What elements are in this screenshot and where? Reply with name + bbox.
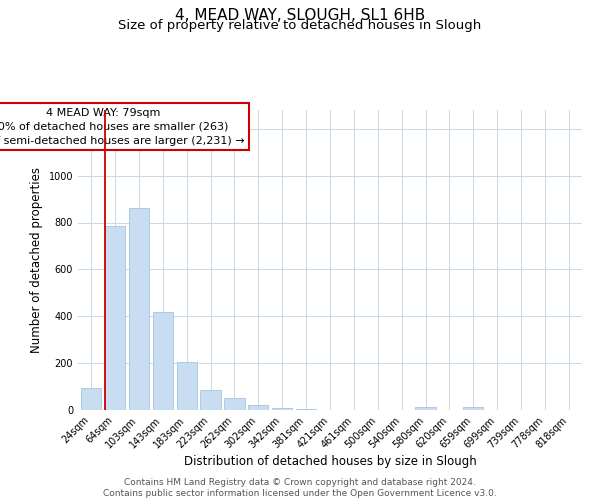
Y-axis label: Number of detached properties: Number of detached properties [30, 167, 43, 353]
Bar [463, 407, 484, 410]
Text: Contains HM Land Registry data © Crown copyright and database right 2024.
Contai: Contains HM Land Registry data © Crown c… [103, 478, 497, 498]
Bar [152, 312, 173, 410]
Text: 4 MEAD WAY: 79sqm
← 10% of detached houses are smaller (263)
89% of semi-detache: 4 MEAD WAY: 79sqm ← 10% of detached hous… [0, 108, 245, 146]
Bar [224, 398, 245, 410]
X-axis label: Distribution of detached houses by size in Slough: Distribution of detached houses by size … [184, 456, 476, 468]
Text: Size of property relative to detached houses in Slough: Size of property relative to detached ho… [118, 18, 482, 32]
Bar [129, 208, 149, 410]
Bar [248, 405, 268, 410]
Text: 4, MEAD WAY, SLOUGH, SL1 6HB: 4, MEAD WAY, SLOUGH, SL1 6HB [175, 8, 425, 22]
Bar [105, 226, 125, 410]
Bar [200, 390, 221, 410]
Bar [81, 388, 101, 410]
Bar [176, 362, 197, 410]
Bar [415, 407, 436, 410]
Bar [272, 408, 292, 410]
